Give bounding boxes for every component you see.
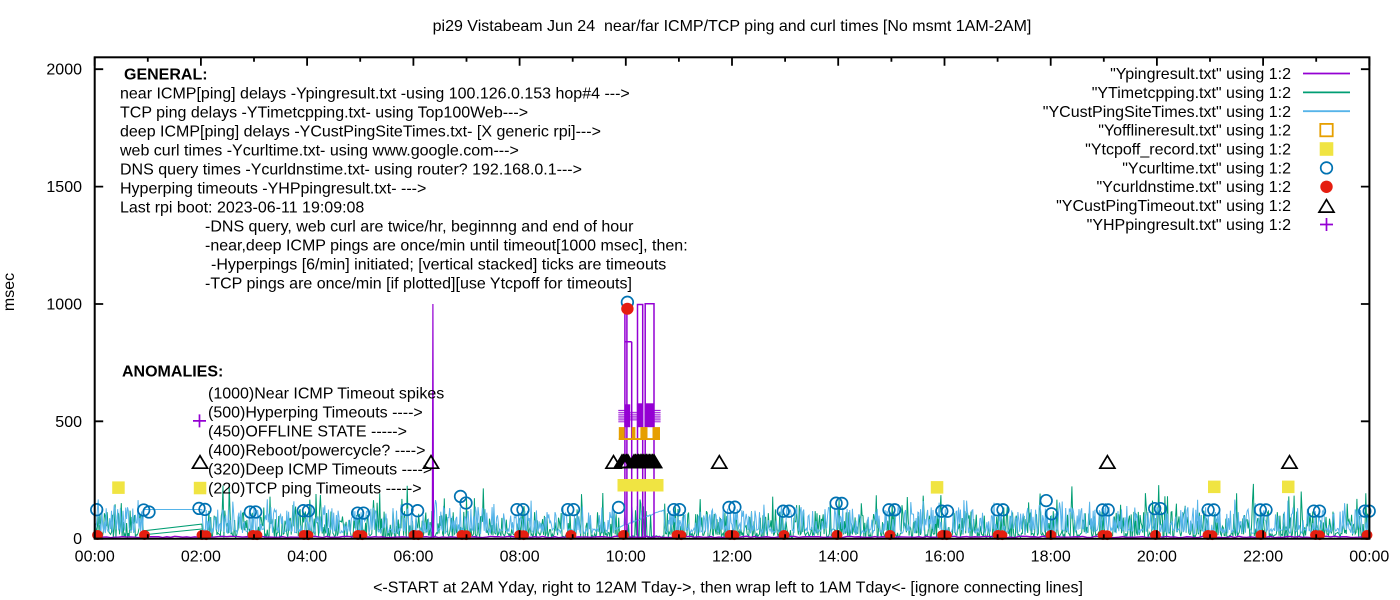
svg-text:"YCustPingTimeout.txt" using 1: "YCustPingTimeout.txt" using 1:2 [1056,198,1291,215]
svg-text:00:00: 00:00 [75,549,115,566]
svg-text:"Ytcpoff_record.txt" using 1:2: "Ytcpoff_record.txt" using 1:2 [1085,142,1291,159]
svg-text:0: 0 [73,531,82,548]
svg-text:"YTimetcpping.txt" using 1:2: "YTimetcpping.txt" using 1:2 [1092,85,1291,102]
svg-text:(220)TCP ping Timeouts ----->: (220)TCP ping Timeouts -----> [208,480,422,497]
svg-text:GENERAL:: GENERAL: [124,67,208,84]
svg-text:1000: 1000 [46,297,82,314]
svg-text:Last rpi boot: 2023-06-11 19:0: Last rpi boot: 2023-06-11 19:09:08 [120,200,364,217]
svg-text:near ICMP[ping] delays -Ypingr: near ICMP[ping] delays -Ypingresult.txt … [120,86,630,103]
svg-text:deep ICMP[ping] delays -YCustP: deep ICMP[ping] delays -YCustPingSiteTim… [120,124,601,141]
svg-text:18:00: 18:00 [1031,549,1071,566]
svg-text:ANOMALIES:: ANOMALIES: [122,364,223,381]
svg-text:20:00: 20:00 [1137,549,1177,566]
svg-text:"YCustPingSiteTimes.txt" using: "YCustPingSiteTimes.txt" using 1:2 [1043,104,1291,121]
svg-text:DNS query times -Ycurldnstime.: DNS query times -Ycurldnstime.txt- using… [120,162,582,179]
svg-text:04:00: 04:00 [287,549,327,566]
svg-text:(400)Reboot/powercycle? ---->: (400)Reboot/powercycle? ----> [208,442,425,459]
svg-text:12:00: 12:00 [712,549,752,566]
svg-text:(450)OFFLINE STATE ----->: (450)OFFLINE STATE -----> [208,423,407,440]
svg-text:500: 500 [55,414,82,431]
svg-text:10:00: 10:00 [606,549,646,566]
svg-text:16:00: 16:00 [924,549,964,566]
svg-text:web curl times -Ycurltime.txt-: web curl times -Ycurltime.txt- using www… [119,143,519,160]
svg-text:"YHPpingresult.txt" using 1:2: "YHPpingresult.txt" using 1:2 [1087,217,1291,234]
svg-text:06:00: 06:00 [393,549,433,566]
svg-text:-TCP pings are once/min [if pl: -TCP pings are once/min [if plotted][use… [205,276,632,293]
svg-text:Hyperping timeouts -YHPpingres: Hyperping timeouts -YHPpingresult.txt- -… [120,181,426,198]
svg-text:"Ypingresult.txt" using 1:2: "Ypingresult.txt" using 1:2 [1110,66,1291,83]
svg-text:02:00: 02:00 [181,549,221,566]
svg-text:(1000)Near ICMP Timeout spikes: (1000)Near ICMP Timeout spikes [208,386,444,403]
svg-text:08:00: 08:00 [500,549,540,566]
svg-text:1500: 1500 [46,179,82,196]
svg-text:22:00: 22:00 [1243,549,1283,566]
svg-text:00:00: 00:00 [1349,549,1389,566]
svg-text:-Hyperpings [6/min] initiated;: -Hyperpings [6/min] initiated; [vertical… [211,257,666,274]
svg-text:-DNS query, web curl are twice: -DNS query, web curl are twice/hr, begin… [205,219,634,236]
svg-text:"Yofflineresult.txt" using 1:2: "Yofflineresult.txt" using 1:2 [1098,123,1291,140]
svg-text:-near,deep ICMP pings are once: -near,deep ICMP pings are once/min until… [205,238,688,255]
svg-text:(320)Deep ICMP Timeouts ---->: (320)Deep ICMP Timeouts ----> [208,461,432,478]
svg-text:"Ycurldnstime.txt" using 1:2: "Ycurldnstime.txt" using 1:2 [1096,179,1291,196]
svg-text:"Ycurltime.txt" using 1:2: "Ycurltime.txt" using 1:2 [1122,160,1291,177]
svg-text:2000: 2000 [46,62,82,79]
svg-text:<-START at 2AM Yday, right to: <-START at 2AM Yday, right to 12AM Tday-… [373,580,1083,597]
svg-text:TCP ping delays -YTimetcpping.: TCP ping delays -YTimetcpping.txt- using… [120,105,528,122]
svg-text:(500)Hyperping Timeouts ---->: (500)Hyperping Timeouts ----> [208,404,423,421]
svg-text:pi29 Vistabeam Jun 24 near/fa: pi29 Vistabeam Jun 24 near/far ICMP/TCP … [433,18,1032,35]
svg-text:14:00: 14:00 [818,549,858,566]
svg-text:msec: msec [1,273,18,311]
